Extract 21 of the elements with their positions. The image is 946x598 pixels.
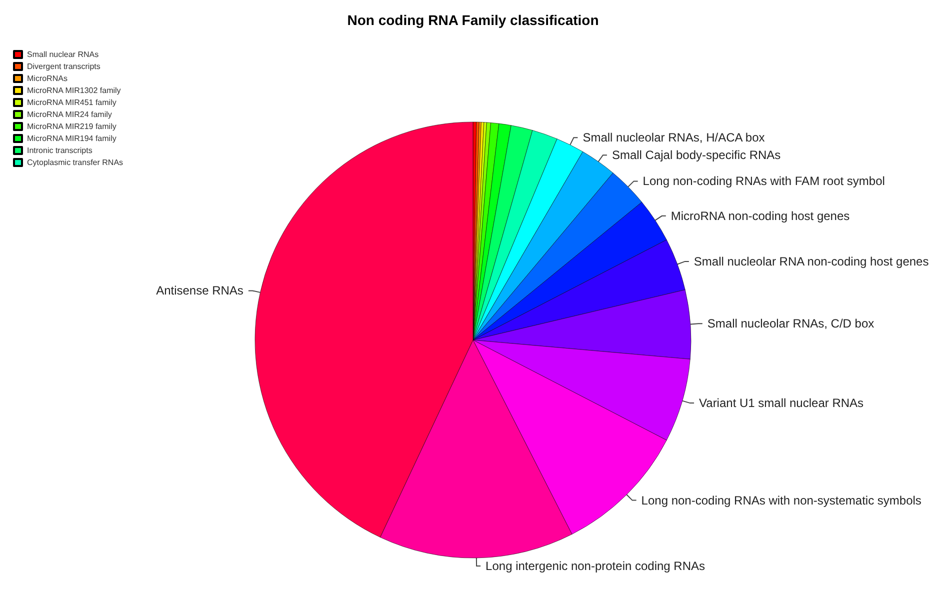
slice-label: Small nucleolar RNAs, C/D box	[707, 316, 874, 331]
legend-label: Intronic transcripts	[27, 146, 92, 155]
legend-label: MicroRNA MIR24 family	[27, 110, 112, 119]
slice-label: Variant U1 small nuclear RNAs	[699, 396, 864, 410]
slice-label: Long non-coding RNAs with non-systematic symbols	[641, 493, 922, 508]
legend-label: MicroRNA MIR219 family	[27, 122, 116, 131]
legend-label: MicroRNA MIR1302 family	[27, 86, 121, 95]
legend-label: Small nuclear RNAs	[27, 50, 99, 59]
slice-label: MicroRNA non-coding host genes	[670, 208, 850, 223]
slice-label: Long intergenic non-protein coding RNAs	[486, 558, 706, 573]
slice-label: Small nucleolar RNAs, H/ACA box	[582, 130, 765, 145]
legend-label: MicroRNAs	[27, 74, 68, 83]
slice-label: Antisense RNAs	[156, 284, 244, 298]
slice-label: Small Cajal body-specific RNAs	[612, 148, 781, 162]
legend-label: MicroRNA MIR451 family	[27, 98, 116, 107]
legend-label: MicroRNA MIR194 family	[27, 134, 116, 143]
slice-label: Small nucleolar RNA non-coding host genes	[694, 254, 929, 268]
chart-title: Non coding RNA Family classification	[347, 12, 599, 28]
legend-label: Cytoplasmic transfer RNAs	[27, 158, 124, 167]
legend-label: Divergent transcripts	[27, 62, 100, 71]
slice-label: Long non-coding RNAs with FAM root symbol	[642, 174, 885, 188]
